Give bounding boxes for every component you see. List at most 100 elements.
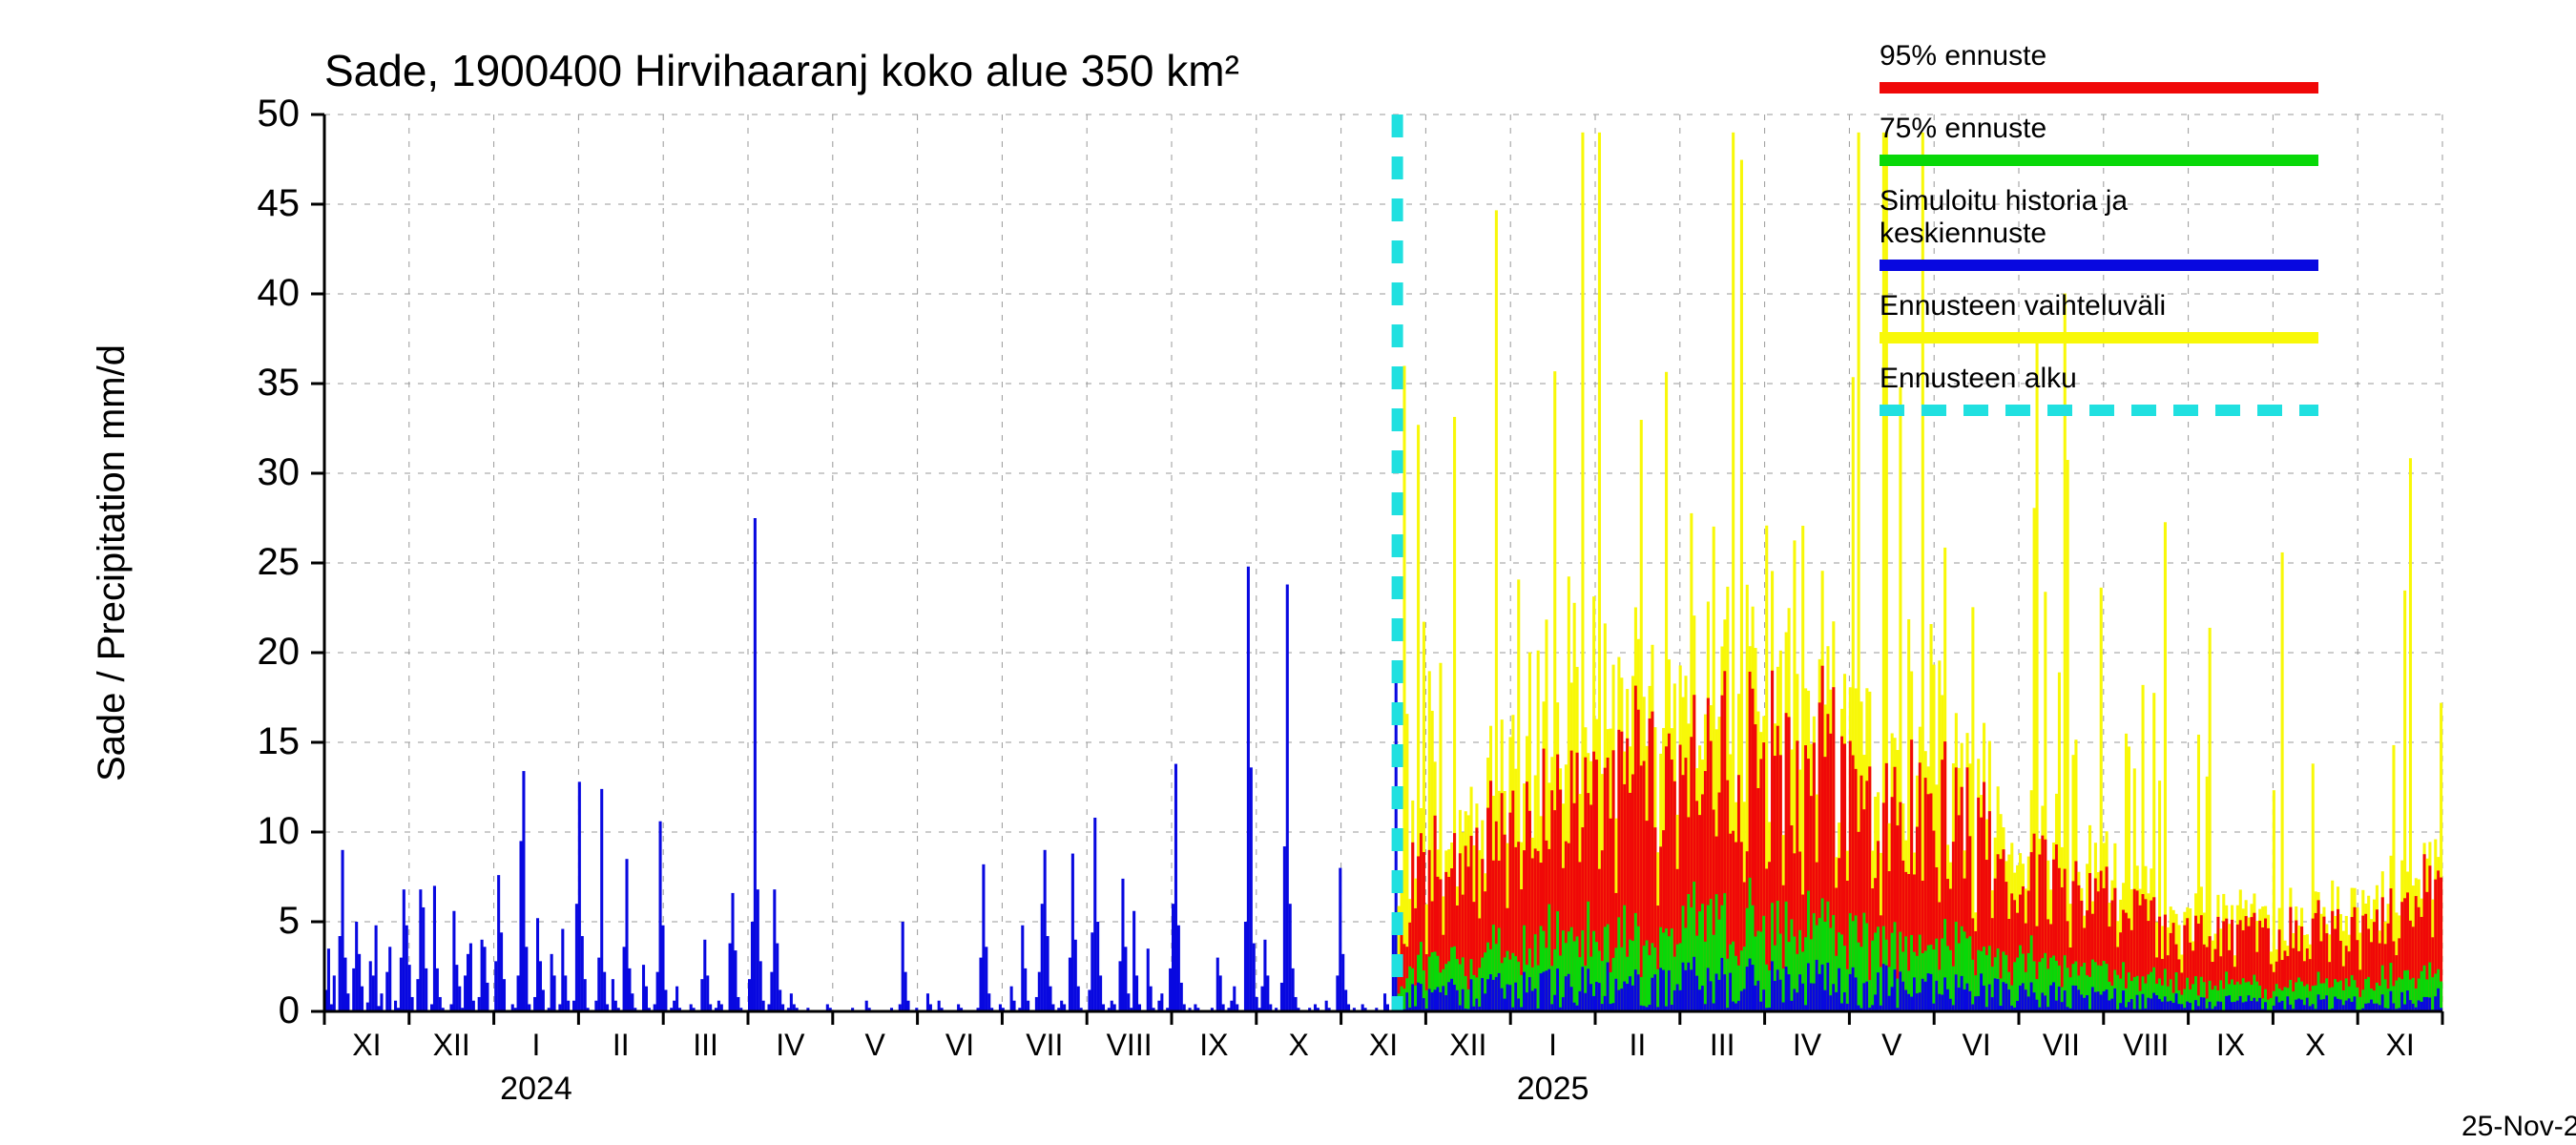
history-bar — [1119, 961, 1122, 1011]
history-bar — [1172, 904, 1174, 1011]
history-bar — [416, 979, 419, 1011]
history-bar — [779, 989, 781, 1011]
history-bar — [659, 822, 662, 1011]
history-bar — [1027, 1001, 1029, 1011]
x-month-label: X — [2305, 1028, 2325, 1062]
history-bar — [484, 947, 487, 1011]
history-bar — [594, 1001, 597, 1011]
history-bar — [1230, 1001, 1233, 1011]
history-bar — [439, 997, 442, 1011]
history-bar — [628, 968, 631, 1011]
history-bar — [388, 947, 391, 1011]
x-year-label: 2025 — [1517, 1071, 1589, 1107]
history-bar — [1244, 922, 1247, 1011]
history-bar — [578, 781, 581, 1011]
history-bar — [625, 859, 628, 1011]
history-bar — [776, 944, 779, 1011]
history-bar — [452, 911, 455, 1011]
history-bar — [1177, 926, 1180, 1011]
history-bar — [422, 907, 425, 1011]
x-month-label: I — [532, 1028, 541, 1062]
history-bar — [342, 850, 344, 1011]
history-bar — [1289, 904, 1292, 1011]
history-bar — [1180, 983, 1183, 1011]
footer-timestamp: 25-Nov-2024 06:18 WSFS-O — [2462, 1111, 2576, 1142]
history-bar — [522, 771, 525, 1011]
history-bar — [1266, 975, 1269, 1011]
history-bar — [503, 979, 506, 1011]
history-bar — [517, 975, 520, 1011]
history-bar — [361, 987, 364, 1011]
history-bar — [539, 961, 542, 1011]
history-bar — [656, 972, 659, 1011]
x-month-label: IX — [1199, 1028, 1228, 1062]
y-tick-label: 45 — [258, 182, 301, 224]
history-bar — [907, 1001, 910, 1011]
legend-label: Ennusteen alku — [1880, 363, 2077, 394]
history-bar — [327, 948, 330, 1011]
legend-label: Ennusteen vaihteluväli — [1880, 290, 2166, 322]
x-month-label: VI — [945, 1028, 974, 1062]
history-bar — [600, 789, 603, 1011]
legend-swatch — [1880, 82, 2318, 94]
history-bar — [612, 979, 614, 1011]
history-bar — [405, 926, 408, 1011]
history-bar — [1256, 997, 1258, 1011]
history-bar — [865, 1001, 868, 1011]
history-bar — [375, 926, 378, 1011]
history-bar — [352, 968, 355, 1011]
x-month-label: VI — [1962, 1028, 1990, 1062]
history-bar — [904, 972, 907, 1011]
history-bar — [567, 1001, 570, 1011]
history-bar — [1088, 989, 1091, 1011]
history-bar — [1047, 936, 1049, 1011]
x-month-label: XI — [1369, 1028, 1398, 1062]
history-bar — [614, 1001, 617, 1011]
x-month-label: III — [1710, 1028, 1735, 1062]
history-bar — [339, 936, 342, 1011]
history-bar — [533, 997, 536, 1011]
history-bar — [1099, 975, 1102, 1011]
history-bar — [1035, 997, 1038, 1011]
history-bar — [979, 958, 982, 1011]
x-month-label: II — [613, 1028, 630, 1062]
history-bar — [1250, 767, 1253, 1011]
history-bar — [1091, 932, 1093, 1011]
history-bar — [623, 947, 626, 1011]
x-month-label: V — [1881, 1028, 1902, 1062]
history-bar — [1049, 987, 1051, 1011]
chart-svg: 05101520253035404550XIXIIIIIIIIIVVVIVIIV… — [0, 0, 2576, 1145]
x-month-label: X — [1289, 1028, 1309, 1062]
history-bar — [1096, 922, 1099, 1011]
history-bar — [597, 958, 600, 1011]
history-bar — [372, 975, 375, 1011]
history-bar — [1044, 850, 1047, 1011]
history-bar — [455, 965, 458, 1011]
history-bar — [737, 997, 739, 1011]
history-bar — [1071, 854, 1074, 1011]
history-bar — [343, 958, 346, 1011]
legend-swatch — [1880, 332, 2318, 344]
history-bar — [731, 893, 734, 1011]
history-bar — [1038, 972, 1041, 1011]
x-month-label: IV — [1793, 1028, 1822, 1062]
history-bar — [759, 961, 762, 1011]
legend-swatch — [1880, 155, 2318, 166]
history-bar — [1135, 975, 1138, 1011]
x-month-label: I — [1548, 1028, 1557, 1062]
history-bar — [411, 997, 414, 1011]
precipitation-chart: 05101520253035404550XIXIIIIIIIIIVVVIVIIV… — [0, 0, 2576, 1145]
history-bar — [1060, 1001, 1063, 1011]
x-month-label: XI — [2385, 1028, 2414, 1062]
history-bar — [1169, 968, 1172, 1011]
history-bar — [1292, 968, 1295, 1011]
history-bar — [1150, 987, 1153, 1011]
history-bar — [748, 979, 751, 1011]
history-bar — [1283, 846, 1286, 1011]
history-bar — [1336, 975, 1339, 1011]
history-bar — [584, 979, 587, 1011]
history-bar — [1344, 989, 1347, 1011]
history-bar — [1069, 958, 1071, 1011]
history-bar — [486, 983, 488, 1011]
history-bar — [1041, 904, 1044, 1011]
